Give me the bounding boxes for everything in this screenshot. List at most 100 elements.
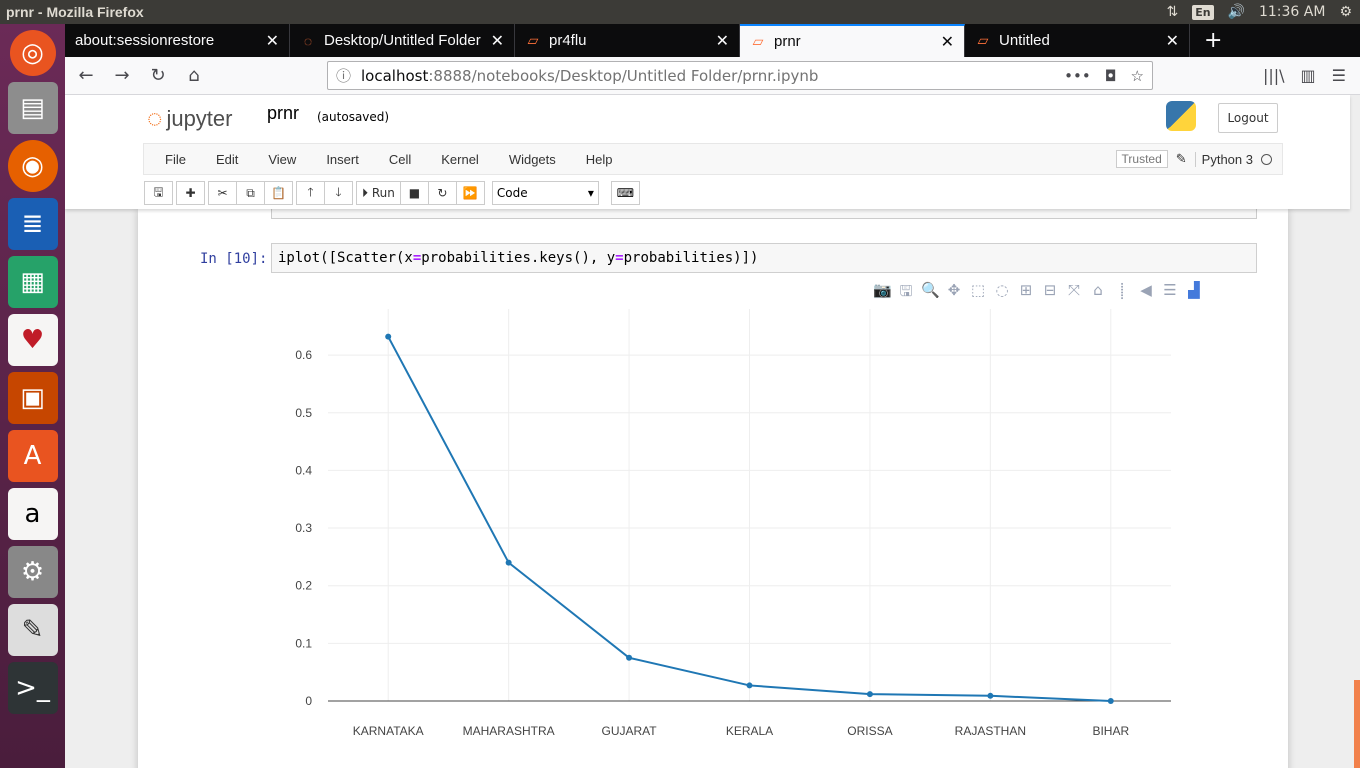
- menu-help[interactable]: Help: [585, 151, 613, 167]
- close-icon[interactable]: ✕: [490, 32, 504, 50]
- tab-untitled[interactable]: ▱ Untitled ✕: [965, 24, 1190, 57]
- move-up-icon[interactable]: 🡑: [296, 181, 325, 205]
- close-icon[interactable]: ✕: [265, 32, 279, 50]
- top-panel: prnr - Mozilla Firefox ⇅ En 🔊 11:36 AM ⚙: [0, 0, 1360, 24]
- menu-icon[interactable]: ☰: [1331, 66, 1346, 85]
- step-forward-icon: ⏵: [362, 185, 369, 200]
- x-tick-label: KARNATAKA: [353, 724, 424, 738]
- new-tab-button[interactable]: +: [1204, 28, 1223, 53]
- keyboard-language-indicator[interactable]: En: [1192, 4, 1214, 20]
- insert-cell-icon[interactable]: ✚: [176, 181, 205, 205]
- tab-prnr[interactable]: ▱ prnr ✕: [740, 24, 965, 57]
- hover-compare-icon[interactable]: ☰: [1163, 281, 1177, 299]
- data-point: [626, 654, 633, 661]
- clock[interactable]: 11:36 AM: [1258, 4, 1326, 20]
- menu-insert[interactable]: Insert: [326, 151, 359, 167]
- copy-icon[interactable]: ⧉: [236, 181, 265, 205]
- tab-untitled-folder[interactable]: ◌ Desktop/Untitled Folder ✕: [290, 24, 515, 57]
- spike-lines-icon[interactable]: ⸽: [1120, 282, 1124, 300]
- back-icon[interactable]: ←: [78, 65, 94, 86]
- home-icon[interactable]: ⌂: [188, 65, 200, 86]
- plotly-logo-icon[interactable]: ▟: [1188, 281, 1200, 299]
- keyboard-icon[interactable]: ⌨: [610, 181, 640, 205]
- x-tick-label: MAHARASHTRA: [463, 724, 555, 738]
- jupyter-logo[interactable]: ◌ jupyter: [147, 103, 233, 134]
- notebook-name[interactable]: prnr: [267, 103, 300, 123]
- code-operator: =: [615, 250, 624, 266]
- restart-icon[interactable]: ↻: [427, 181, 457, 205]
- menu-edit[interactable]: Edit: [215, 151, 239, 167]
- x-tick-label: ORISSA: [847, 724, 892, 738]
- sidebar-icon[interactable]: ▥: [1300, 66, 1316, 85]
- y-tick-label: 0.5: [295, 406, 312, 420]
- solitaire-icon[interactable]: ♥: [7, 314, 58, 366]
- close-icon[interactable]: ✕: [940, 33, 954, 51]
- network-icon[interactable]: ⇅: [1166, 4, 1179, 20]
- save-icon[interactable]: 🖫: [144, 181, 173, 205]
- zoom-in-icon[interactable]: ⊞: [1019, 281, 1033, 299]
- menu-view[interactable]: View: [268, 151, 297, 167]
- settings-gear-icon[interactable]: ⚙: [1339, 4, 1352, 20]
- trusted-badge[interactable]: Trusted: [1115, 150, 1168, 168]
- system-settings-icon[interactable]: ⚙: [7, 546, 58, 598]
- impress-icon[interactable]: ▣: [7, 372, 58, 424]
- pan-icon[interactable]: ✥: [947, 281, 961, 299]
- bookmark-star-icon[interactable]: ☆: [1130, 66, 1144, 85]
- code-operator: =: [412, 250, 422, 266]
- zoom-out-icon[interactable]: ⊟: [1043, 281, 1057, 299]
- fast-forward-icon[interactable]: ⏩: [455, 181, 485, 205]
- box-select-icon[interactable]: ⬚: [970, 281, 986, 299]
- files-icon[interactable]: ▤: [7, 82, 58, 134]
- cell-type-select[interactable]: Code ▾: [491, 181, 599, 205]
- cut-icon[interactable]: ✂: [208, 181, 237, 205]
- tab-pr4flu[interactable]: ▱ pr4flu ✕: [515, 24, 740, 57]
- text-editor-icon[interactable]: ✎: [7, 604, 58, 656]
- hover-closest-icon[interactable]: ◀: [1140, 281, 1152, 299]
- paste-icon[interactable]: 📋: [264, 181, 293, 205]
- interrupt-icon[interactable]: ■: [399, 181, 429, 205]
- pocket-icon[interactable]: ◘: [1104, 66, 1117, 85]
- close-icon[interactable]: ✕: [1165, 32, 1179, 50]
- y-tick-label: 0: [305, 694, 312, 708]
- autoscale-icon[interactable]: ⤧: [1067, 281, 1080, 299]
- menu-kernel[interactable]: Kernel: [441, 151, 479, 167]
- edit-pencil-icon[interactable]: ✎: [1175, 151, 1187, 166]
- forward-icon[interactable]: →: [114, 65, 130, 86]
- logout-button[interactable]: Logout: [1218, 103, 1278, 133]
- library-icon[interactable]: |||\: [1262, 66, 1285, 85]
- data-point: [385, 333, 392, 340]
- close-icon[interactable]: ✕: [715, 32, 729, 50]
- page-actions-icon[interactable]: •••: [1064, 66, 1091, 85]
- x-tick-label: KERALA: [726, 724, 773, 738]
- kernel-name[interactable]: Python 3: [1194, 151, 1253, 167]
- ubuntu-logo-icon[interactable]: ◎: [9, 30, 56, 76]
- firefox-icon[interactable]: ◉: [7, 140, 58, 192]
- menu-cell[interactable]: Cell: [388, 151, 412, 167]
- info-icon[interactable]: ⓘ: [336, 67, 352, 85]
- software-center-icon[interactable]: A: [7, 430, 58, 482]
- amazon-icon[interactable]: a: [7, 488, 58, 540]
- terminal-icon[interactable]: >_: [7, 662, 58, 714]
- run-button[interactable]: ⏵ Run: [356, 181, 401, 205]
- calc-icon[interactable]: ▦: [7, 256, 58, 308]
- lasso-icon[interactable]: ◌: [995, 281, 1009, 299]
- scrollbar[interactable]: [1354, 680, 1360, 768]
- move-down-icon[interactable]: 🡓: [324, 181, 353, 205]
- data-point: [1107, 698, 1114, 704]
- save-plot-icon[interactable]: 🖫: [899, 282, 913, 300]
- code-cell-input[interactable]: iplot([Scatter(x=probabilities.keys(), y…: [271, 243, 1257, 273]
- writer-icon[interactable]: ≣: [7, 198, 58, 250]
- volume-icon[interactable]: 🔊: [1227, 4, 1245, 20]
- reload-icon[interactable]: ↻: [150, 65, 166, 86]
- tab-sessionrestore[interactable]: about:sessionrestore ✕: [65, 24, 290, 57]
- previous-cell-input[interactable]: [271, 209, 1257, 219]
- zoom-icon[interactable]: 🔍: [921, 281, 940, 299]
- url-bar[interactable]: ⓘ localhost:8888/notebooks/Desktop/Untit…: [327, 61, 1153, 90]
- y-tick-label: 0.1: [295, 636, 312, 650]
- reset-axes-icon[interactable]: ⌂: [1093, 281, 1103, 299]
- camera-icon[interactable]: 📷: [873, 281, 892, 299]
- menu-widgets[interactable]: Widgets: [508, 151, 556, 167]
- line-chart[interactable]: 0 0.1 0.2 0.3 0.4 0.5 0.6 KARNATAKA MAHARASHTRA G…: [138, 309, 1288, 768]
- menu-file[interactable]: File: [165, 151, 186, 167]
- notebook-toolbar: 🖫 ✚ ✂ ⧉ 📋 🡑 🡓 ⏵ Run ■ ↻ ⏩: [144, 179, 640, 207]
